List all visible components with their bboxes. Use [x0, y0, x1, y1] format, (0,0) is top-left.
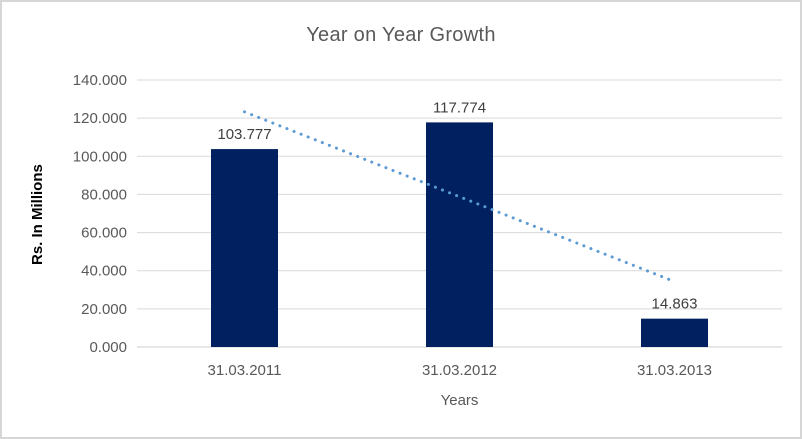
- y-tick-label: 120.000: [73, 110, 127, 127]
- x-category-label: 31.03.2011: [208, 362, 282, 379]
- y-tick-label: 0.000: [89, 339, 127, 356]
- x-axis-title: Years: [440, 392, 479, 409]
- y-tick-label: 40.000: [81, 263, 127, 280]
- bar-data-label: 117.774: [433, 99, 486, 116]
- y-tick-label: 80.000: [81, 186, 127, 203]
- y-tick-label: 60.000: [81, 225, 127, 242]
- chart-title: Year on Year Growth: [306, 24, 496, 46]
- trendline[interactable]: [243, 110, 676, 284]
- bar-data-label: 103.777: [217, 126, 271, 143]
- x-category-label: 31.03.2012: [422, 362, 497, 379]
- x-category-label: 31.03.2013: [637, 362, 712, 379]
- y-tick-label: 140.000: [73, 72, 127, 89]
- y-tick-label: 100.000: [73, 148, 127, 165]
- bar-31.03.2011[interactable]: [211, 149, 278, 347]
- y-tick-label: 20.000: [81, 301, 127, 318]
- bar-31.03.2013[interactable]: [641, 318, 708, 347]
- bar-data-label: 14.863: [652, 296, 698, 313]
- bar-31.03.2012[interactable]: [426, 122, 493, 348]
